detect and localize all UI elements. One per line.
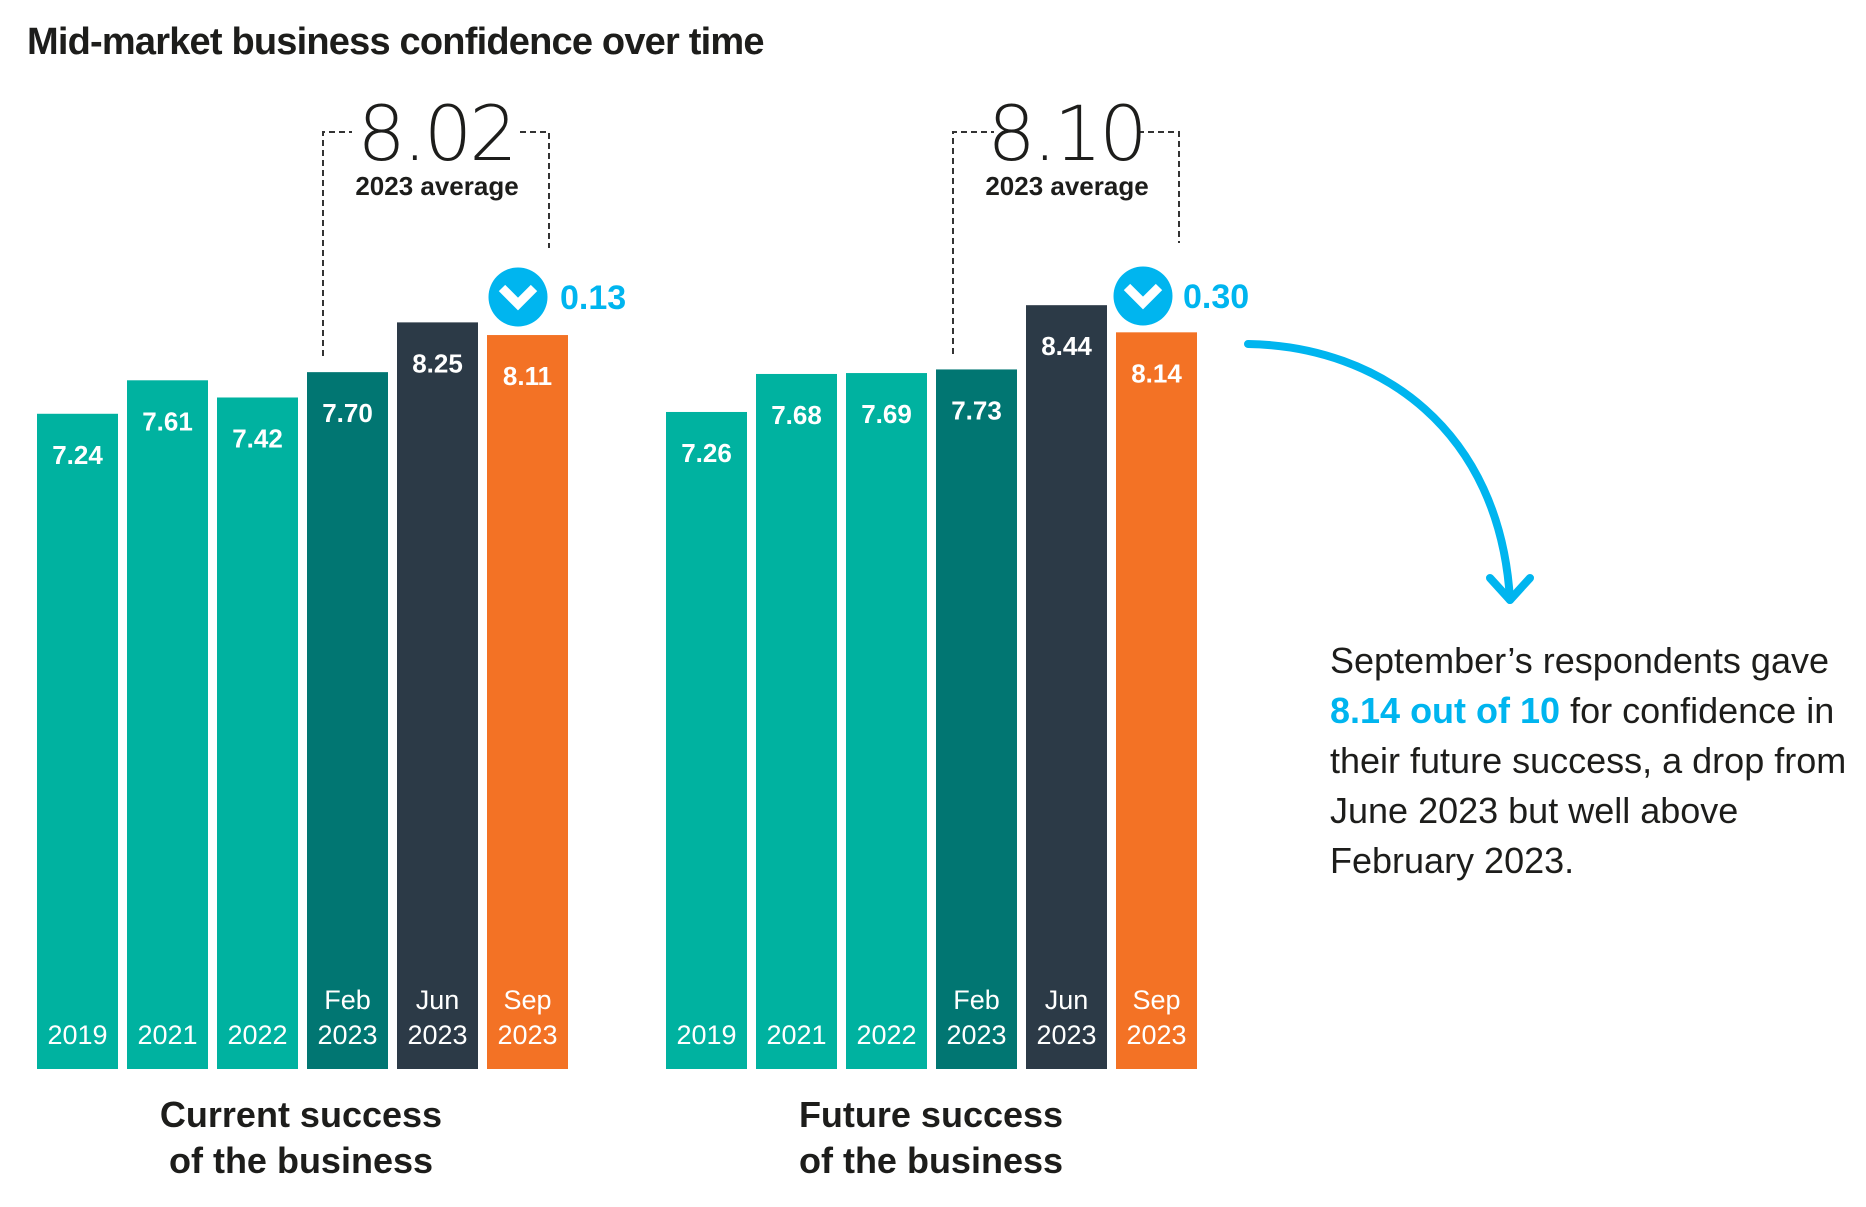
average-value: 8.10 [987, 89, 1144, 178]
chart-main-title: Mid-market business confidence over time [27, 21, 764, 63]
bar [936, 369, 1017, 1069]
average-bracket-line [952, 131, 1180, 354]
bar [217, 397, 298, 1069]
bar-category-year: 2023 [1036, 1020, 1096, 1050]
bar-value-label: 8.11 [503, 361, 552, 391]
bar-value-label: 7.69 [861, 399, 912, 429]
average-bracket-line [322, 131, 550, 356]
annotation-text: September’s respondents gave 8.14 out of… [1330, 636, 1850, 886]
bar [397, 322, 478, 1069]
bar [487, 335, 568, 1069]
change-value: 0.30 [1183, 278, 1249, 316]
bar-value-label: 8.44 [1041, 331, 1092, 361]
bar-category-month: Feb [324, 985, 371, 1015]
average-bracket: 8.10 2023 average [952, 89, 1180, 354]
bar-value-label: 8.25 [412, 348, 463, 378]
bar [1116, 332, 1197, 1070]
bar-category-month: Sep [1132, 985, 1180, 1015]
bar-value-label: 7.26 [681, 438, 732, 468]
bar-group: 7.26 2019 7.68 2021 7.69 2022 7.73 Feb 2023 8.44 J… [666, 305, 1197, 1070]
chart-title-line-1: Future success [799, 1094, 1063, 1135]
bar-category-year: 2021 [137, 1020, 197, 1050]
bar-value-label: 7.42 [232, 423, 283, 453]
bar-group: 7.24 2019 7.61 2021 7.42 2022 7.70 Feb 2023 8.25 J… [37, 322, 568, 1069]
bar-value-label: 7.24 [52, 440, 103, 470]
bar-category-year: 2022 [856, 1020, 916, 1050]
chart-title-line-2: of the business [169, 1140, 433, 1181]
change-indicator: 0.13 [488, 267, 626, 327]
change-indicator: 0.30 [1113, 266, 1249, 326]
bar-category-year: 2019 [47, 1020, 107, 1050]
chevron-down-circle-icon [488, 267, 548, 327]
bar-value-label: 7.70 [322, 398, 373, 428]
bar-value-label: 8.14 [1131, 358, 1182, 388]
chart-title-line-2: of the business [799, 1140, 1063, 1181]
bar-value-label: 7.61 [142, 406, 193, 436]
current-success-chart: 7.24 2019 7.61 2021 7.42 2022 7.70 Feb 2023 8.25 J… [37, 89, 626, 1181]
bar-category-year: 2023 [317, 1020, 377, 1050]
annotation-text-after: for confidence in their future success, … [1330, 690, 1847, 881]
average-label: 2023 average [985, 171, 1148, 201]
chevron-down-circle-icon [1113, 266, 1173, 326]
average-bracket: 8.02 2023 average [322, 89, 550, 356]
bar [37, 413, 118, 1069]
bar-category-year: 2023 [1126, 1020, 1186, 1050]
bar-value-label: 7.68 [771, 400, 822, 430]
bar-category-year: 2022 [227, 1020, 287, 1050]
bar [756, 373, 837, 1070]
change-value: 0.13 [560, 279, 626, 317]
bar-category-year: 2023 [407, 1020, 467, 1050]
bar [846, 373, 927, 1069]
bar-category-month: Sep [503, 985, 551, 1015]
annotation-text-before: September’s respondents gave [1330, 640, 1829, 681]
bar [127, 380, 208, 1069]
bar-category-year: 2019 [676, 1020, 736, 1050]
bar-category-month: Jun [416, 985, 460, 1015]
bar-category-year: 2023 [946, 1020, 1006, 1050]
future-success-chart: 7.26 2019 7.68 2021 7.69 2022 7.73 Feb 2023 8.44 J… [666, 89, 1249, 1181]
bar-category-month: Jun [1045, 985, 1089, 1015]
average-value: 8.02 [357, 89, 514, 178]
bar-category-year: 2023 [497, 1020, 557, 1050]
average-label: 2023 average [355, 171, 518, 201]
bar-value-label: 7.73 [951, 395, 1002, 425]
bar-category-year: 2021 [766, 1020, 826, 1050]
bar [666, 411, 747, 1070]
curved-arrow-down-icon [1244, 340, 1534, 604]
bar-category-month: Feb [953, 985, 1000, 1015]
annotation-highlight: 8.14 out of 10 [1330, 690, 1561, 731]
bar [307, 372, 388, 1069]
bar [1026, 305, 1107, 1069]
chart-title-line-1: Current success [160, 1094, 442, 1135]
